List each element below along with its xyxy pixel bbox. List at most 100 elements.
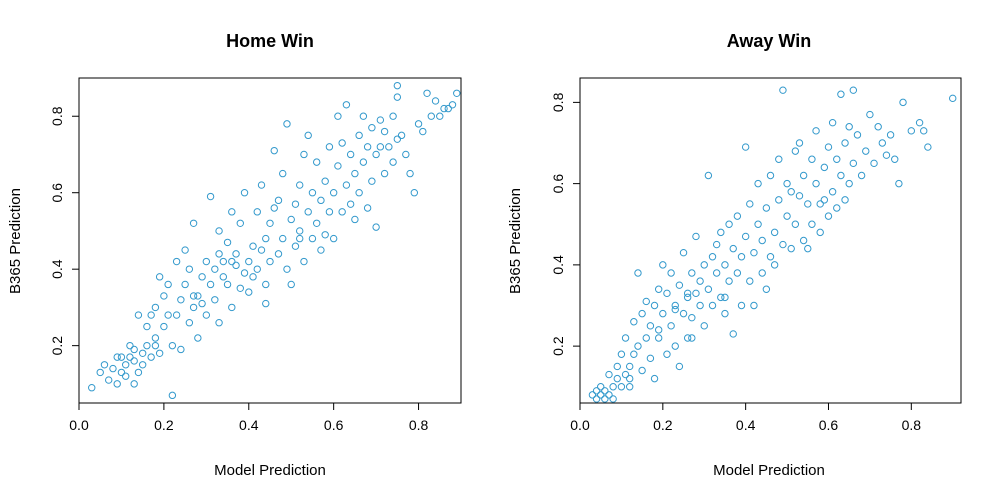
away-win-point: [597, 391, 605, 399]
away-win-point: [688, 313, 696, 322]
away-win-point: [750, 248, 758, 257]
away-win-point: [688, 334, 696, 342]
home-win-point: [380, 169, 389, 178]
home-win-point: [240, 189, 249, 197]
away-win-point: [849, 159, 858, 168]
home-win-point: [287, 215, 295, 224]
away-win-point: [717, 228, 725, 237]
home-win-point: [274, 196, 283, 205]
home-win-point: [117, 353, 126, 361]
home-win-point: [172, 311, 181, 319]
home-win-point: [181, 246, 189, 254]
home-win-point: [431, 97, 440, 105]
away-win-point: [613, 374, 621, 383]
home-win-point: [164, 311, 172, 319]
home-win-point: [270, 204, 278, 212]
away-win-x-tick-label: 0.0: [570, 417, 590, 433]
home-win-point: [206, 280, 215, 289]
away-win-point: [837, 90, 845, 98]
home-win-point: [368, 177, 376, 185]
home-win-point: [202, 311, 211, 319]
home-win-point: [334, 112, 342, 120]
home-win-x-tick-label: 0.4: [239, 417, 259, 433]
away-win-point: [779, 86, 787, 94]
home-win-point: [355, 189, 363, 197]
away-win-y-label: B365 Prediction: [507, 188, 524, 294]
home-win-point: [113, 353, 121, 361]
away-win-point: [712, 240, 721, 249]
home-win-point: [130, 345, 138, 354]
home-win-x-label: Model Prediction: [214, 462, 326, 479]
away-win-point: [795, 139, 804, 147]
away-win-point: [625, 362, 634, 371]
away-win-point: [804, 200, 812, 208]
away-win-point: [853, 131, 862, 139]
away-win-point: [874, 123, 882, 131]
home-win-point: [266, 219, 274, 227]
home-win-point: [223, 238, 232, 247]
home-win-points: [88, 81, 461, 400]
away-win-point: [762, 204, 771, 212]
home-win-point: [121, 372, 130, 380]
away-win-point: [750, 301, 758, 310]
away-win-point: [837, 171, 845, 180]
home-win-point: [291, 200, 300, 208]
home-win-plot-frame: [78, 77, 462, 404]
home-win-point: [143, 341, 151, 350]
away-win-point: [605, 391, 613, 399]
home-win-point: [240, 269, 249, 277]
home-win-point: [96, 368, 104, 377]
home-win-point: [236, 284, 244, 292]
away-win-point: [597, 383, 605, 391]
away-win-point: [824, 212, 833, 220]
home-win-point: [321, 177, 329, 185]
away-win-point: [609, 395, 617, 403]
home-win-point: [194, 334, 202, 342]
home-win-point: [228, 303, 236, 312]
away-win-point: [721, 293, 729, 302]
home-win-point: [151, 334, 160, 342]
home-win-y-tick-label: 0.8: [49, 106, 65, 126]
home-win-point: [393, 93, 402, 101]
away-win-point: [866, 110, 874, 119]
away-win-point: [766, 253, 775, 261]
away-win-point: [671, 301, 679, 310]
home-win-point: [249, 242, 257, 250]
away-win-point: [671, 305, 679, 314]
home-win-point: [283, 120, 291, 128]
away-win-point: [634, 269, 642, 277]
home-win-point: [219, 257, 228, 266]
home-win-point: [126, 353, 134, 361]
away-win-point: [849, 86, 858, 94]
home-win-point: [198, 299, 206, 308]
home-win-point: [253, 208, 261, 216]
home-win-point: [266, 257, 274, 266]
away-win-point: [737, 253, 746, 261]
home-win-point: [312, 158, 321, 166]
home-win-point: [155, 349, 164, 357]
away-win-point: [895, 179, 903, 188]
away-win-point: [841, 139, 849, 147]
away-win-point: [833, 204, 841, 212]
home-win-point: [359, 112, 368, 120]
away-win-y-axis: 0.2 0.4 0.6 0.8: [550, 92, 581, 356]
home-win-point: [397, 131, 406, 140]
away-win-x-tick-label: 0.4: [736, 417, 756, 433]
home-win-point: [134, 368, 143, 377]
away-win-point: [920, 127, 928, 135]
away-win-point: [663, 350, 671, 358]
away-win-point: [725, 277, 733, 285]
home-win-point: [185, 319, 194, 327]
away-win-point: [700, 261, 708, 269]
away-win-point: [717, 293, 725, 302]
away-win-point: [754, 179, 762, 188]
home-win-point: [172, 257, 181, 266]
home-win-point: [279, 234, 287, 243]
away-win-point: [688, 269, 696, 277]
away-win-point: [621, 370, 630, 379]
away-win-point: [663, 289, 671, 298]
home-win-point: [113, 380, 121, 388]
home-win-x-tick-label: 0.8: [409, 417, 429, 433]
away-win-point: [725, 220, 733, 228]
away-win-point: [638, 366, 646, 375]
